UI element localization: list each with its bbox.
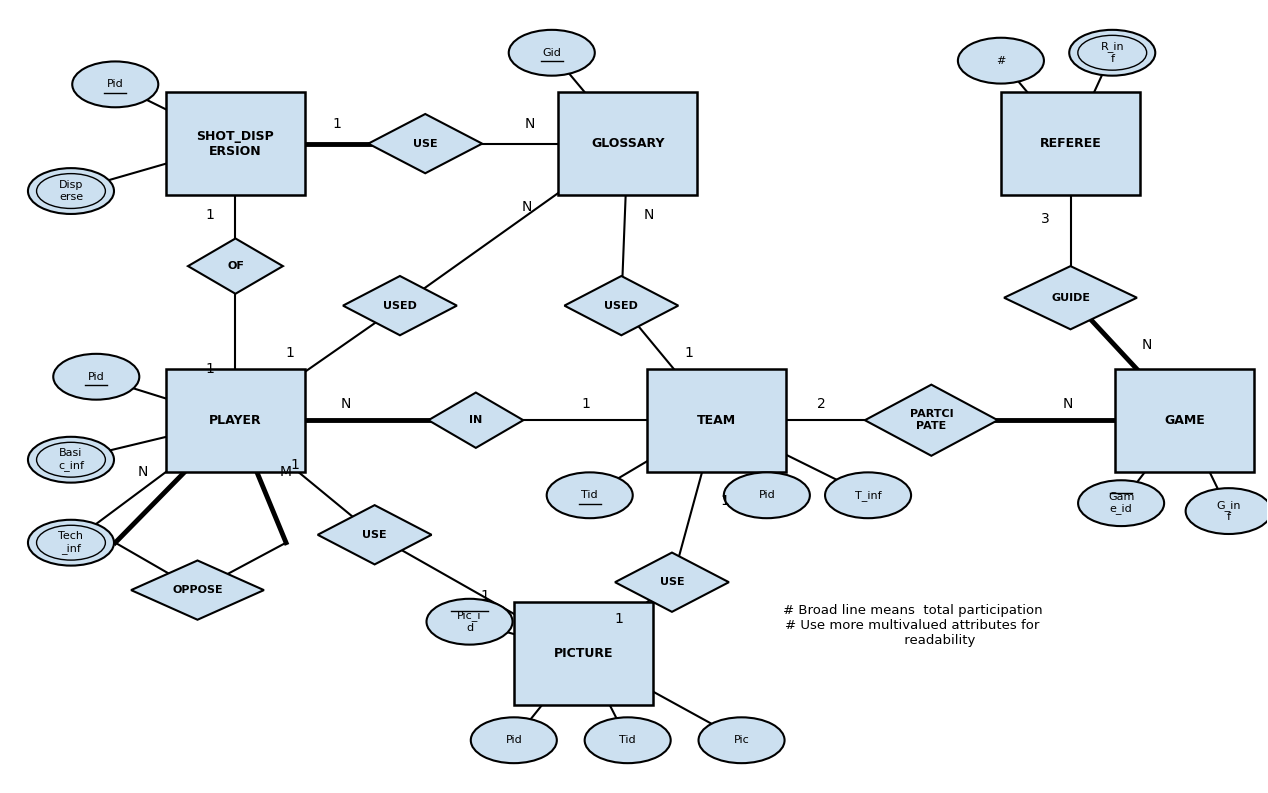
- Text: PARTCI
PATE: PARTCI PATE: [909, 409, 954, 431]
- Polygon shape: [1004, 266, 1137, 329]
- Ellipse shape: [426, 599, 512, 645]
- Text: N: N: [1063, 397, 1073, 412]
- Ellipse shape: [957, 38, 1044, 83]
- Text: N: N: [521, 200, 531, 214]
- Ellipse shape: [825, 473, 912, 518]
- Ellipse shape: [1078, 36, 1146, 70]
- Text: IN: IN: [469, 416, 482, 425]
- Text: 3: 3: [1041, 212, 1050, 226]
- Text: M: M: [280, 465, 292, 478]
- Text: N: N: [644, 208, 654, 222]
- Text: Pid: Pid: [107, 79, 124, 90]
- FancyBboxPatch shape: [514, 602, 653, 705]
- Text: Pid: Pid: [87, 372, 105, 381]
- Text: # Broad line means  total participation
# Use more multivalued attributes for
  : # Broad line means total participation #…: [782, 604, 1042, 647]
- Polygon shape: [188, 239, 283, 293]
- Text: Pic: Pic: [734, 735, 749, 745]
- Text: PLAYER: PLAYER: [209, 414, 261, 427]
- Text: OPPOSE: OPPOSE: [172, 585, 223, 595]
- Text: N: N: [1141, 338, 1151, 352]
- Text: N: N: [138, 465, 148, 478]
- Text: G_in
f: G_in f: [1216, 500, 1241, 523]
- Polygon shape: [615, 553, 729, 612]
- Text: Gam
e_id: Gam e_id: [1108, 492, 1135, 515]
- Text: USE: USE: [363, 530, 387, 540]
- FancyBboxPatch shape: [1115, 369, 1254, 472]
- Text: 1: 1: [332, 117, 341, 131]
- Text: Tid: Tid: [582, 490, 598, 500]
- FancyBboxPatch shape: [558, 92, 697, 195]
- Ellipse shape: [585, 718, 671, 763]
- Polygon shape: [368, 114, 482, 173]
- Ellipse shape: [508, 30, 595, 75]
- Ellipse shape: [53, 354, 139, 400]
- Text: USE: USE: [413, 139, 437, 148]
- Text: Basi
c_inf: Basi c_inf: [58, 449, 84, 471]
- FancyBboxPatch shape: [647, 369, 786, 472]
- Text: Tid: Tid: [619, 735, 637, 745]
- Text: Pid: Pid: [506, 735, 522, 745]
- Text: Pic_i
d: Pic_i d: [458, 611, 482, 633]
- Ellipse shape: [547, 473, 633, 518]
- Text: 1: 1: [290, 458, 299, 473]
- Text: 1: 1: [615, 612, 624, 626]
- Polygon shape: [865, 385, 998, 456]
- Ellipse shape: [28, 519, 114, 565]
- Ellipse shape: [470, 718, 557, 763]
- Ellipse shape: [28, 437, 114, 483]
- Text: N: N: [340, 397, 351, 412]
- Text: PICTURE: PICTURE: [554, 647, 614, 660]
- Polygon shape: [318, 505, 431, 565]
- Polygon shape: [564, 276, 678, 335]
- FancyBboxPatch shape: [166, 92, 306, 195]
- Ellipse shape: [1186, 488, 1268, 534]
- Text: SHOT_DISP
ERSION: SHOT_DISP ERSION: [197, 129, 274, 158]
- Polygon shape: [429, 393, 524, 448]
- Text: Disp
erse: Disp erse: [58, 180, 84, 202]
- Text: 1: 1: [285, 346, 294, 360]
- Text: #: #: [997, 56, 1006, 66]
- Text: Tech
_inf: Tech _inf: [58, 531, 84, 554]
- Ellipse shape: [1069, 30, 1155, 75]
- Text: USE: USE: [659, 577, 685, 587]
- Text: 1: 1: [481, 588, 489, 603]
- Text: N: N: [525, 117, 535, 131]
- Text: Gid: Gid: [543, 48, 562, 58]
- Ellipse shape: [72, 61, 158, 107]
- Polygon shape: [344, 276, 456, 335]
- Text: 1: 1: [720, 494, 729, 508]
- Text: GUIDE: GUIDE: [1051, 293, 1090, 303]
- FancyBboxPatch shape: [1000, 92, 1140, 195]
- FancyBboxPatch shape: [166, 369, 306, 472]
- Text: 1: 1: [683, 346, 692, 360]
- Text: 1: 1: [205, 362, 214, 376]
- Ellipse shape: [724, 473, 810, 518]
- Text: 1: 1: [582, 397, 591, 412]
- Text: 1: 1: [205, 208, 214, 222]
- Text: REFEREE: REFEREE: [1040, 137, 1102, 150]
- Text: GAME: GAME: [1164, 414, 1205, 427]
- Ellipse shape: [699, 718, 785, 763]
- Text: USED: USED: [383, 301, 417, 311]
- Text: OF: OF: [227, 261, 243, 271]
- Ellipse shape: [37, 442, 105, 477]
- Text: 2: 2: [817, 397, 825, 412]
- Ellipse shape: [28, 168, 114, 214]
- Text: USED: USED: [605, 301, 638, 311]
- Text: TEAM: TEAM: [696, 414, 735, 427]
- Ellipse shape: [37, 174, 105, 209]
- Text: R_in
f: R_in f: [1101, 41, 1123, 64]
- Text: GLOSSARY: GLOSSARY: [591, 137, 664, 150]
- Text: T_inf: T_inf: [855, 490, 881, 500]
- Polygon shape: [131, 561, 264, 620]
- Ellipse shape: [37, 525, 105, 560]
- Text: Pid: Pid: [758, 490, 775, 500]
- Ellipse shape: [1078, 481, 1164, 526]
